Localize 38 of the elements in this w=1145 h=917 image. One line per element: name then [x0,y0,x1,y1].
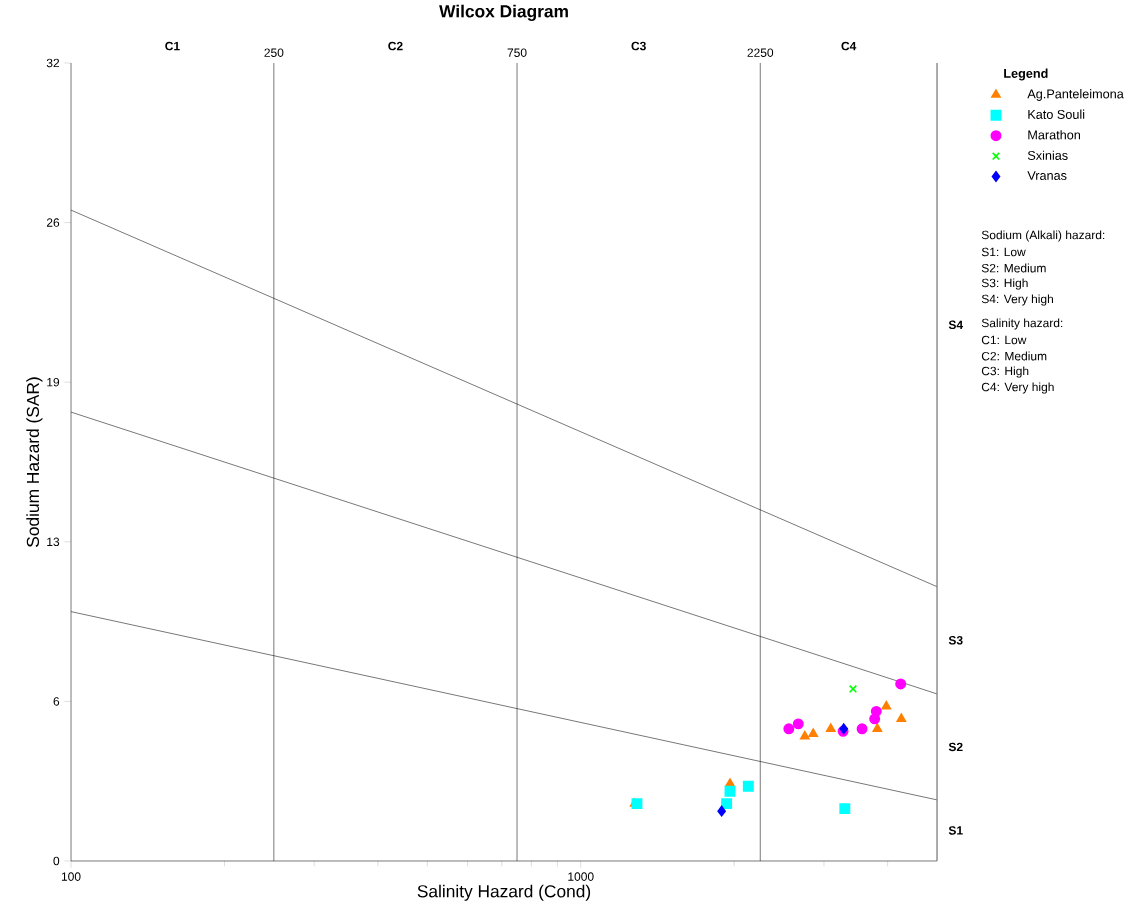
ref-line-label: 250 [264,48,284,57]
text: Sodium (Alkali) hazard: [981,230,1105,242]
text: S2: Medium [981,263,1046,273]
text: C1: Low [981,335,1027,345]
text: S4 [948,320,964,330]
text: S4: Very high [981,294,1053,306]
text: Salinity hazard: [981,318,1063,330]
y-tick-label: 32 [46,58,60,68]
x-tick-label: 1000 [568,872,594,881]
y-tick-label: 26 [46,218,60,227]
legend-label: Vranas [1027,171,1067,180]
y-tick-label: 0 [53,856,60,866]
x-axis-title: Salinity Hazard (Cond) [417,884,591,901]
text: S3: High [981,278,1028,290]
ref-line-label: 2250 [747,48,774,57]
text: S1: Low [981,247,1026,257]
legend-label: Sxinias [1027,150,1068,160]
x-tick-label: 100 [61,872,81,881]
text: C2 [388,41,403,51]
legend-label: Kato Souli [1028,109,1085,119]
y-tick-label: 6 [53,697,60,706]
y-tick-label: 13 [47,537,60,547]
text: S3 [948,636,963,645]
y-tick-label: 19 [47,377,60,387]
text: C3: High [981,366,1029,378]
text: C4 [841,41,857,51]
legend-label: Marathon [1028,130,1081,140]
ref-line-label: 750 [507,48,527,57]
text: C1 [165,41,180,51]
text: S1 [948,826,963,835]
y-axis-title: Sodium Hazard (SAR) [26,377,43,547]
text: C2: Medium [981,351,1047,361]
text: C3 [631,41,646,51]
text: C4: Very high [981,382,1054,394]
text: S2 [948,742,963,752]
legend-label: Ag.Panteleimona [1027,89,1124,101]
legend-title: Legend [1004,68,1048,81]
chart-title: Wilcox Diagram [439,4,568,21]
